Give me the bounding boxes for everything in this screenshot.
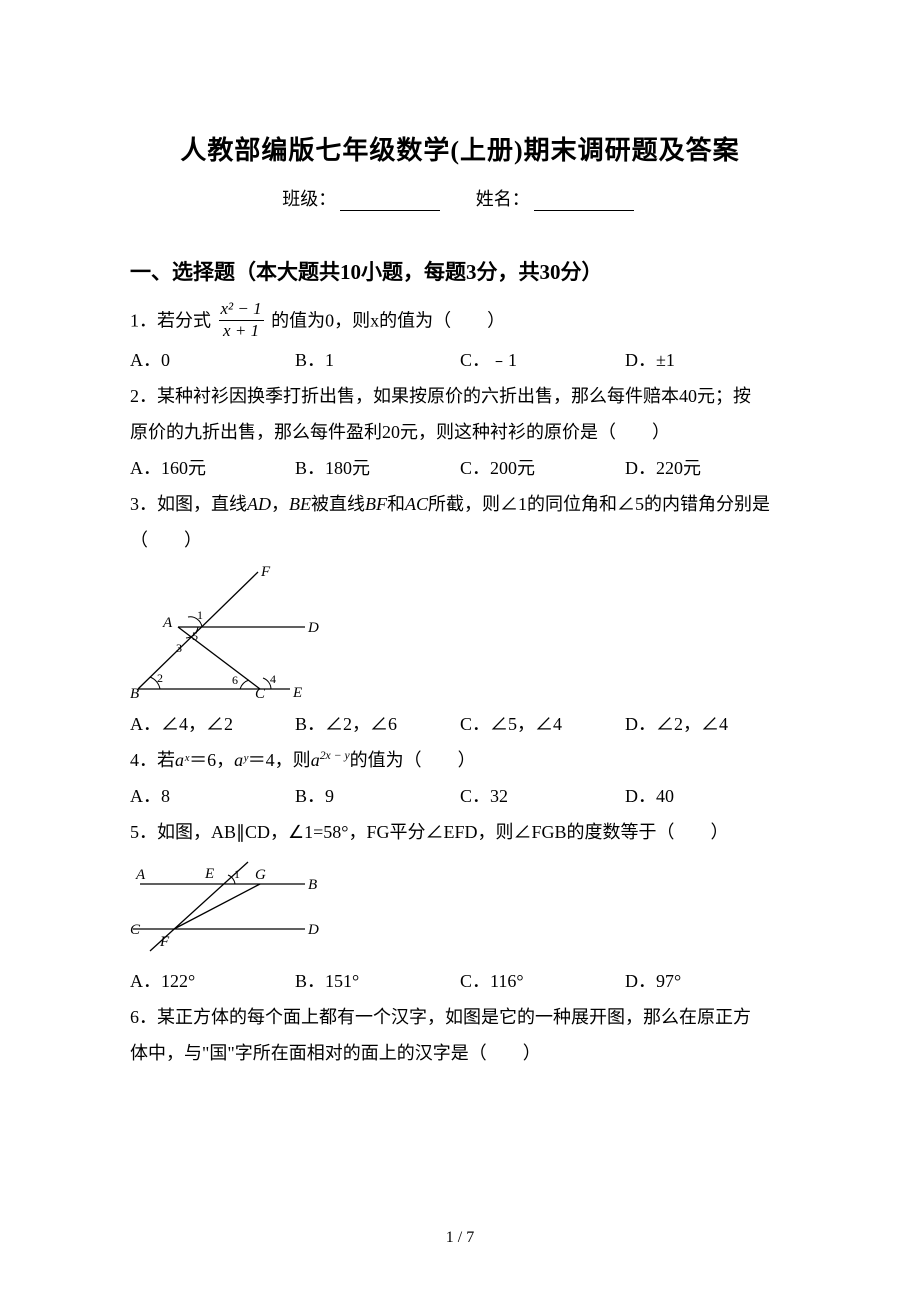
q4-exp: 2x − y — [320, 749, 350, 762]
q5-fig-E: E — [204, 866, 214, 882]
q5-text: 5．如图，AB∥CD，∠1=58°，FG平分∠EFD，则∠FGB的度数等于（ ） — [130, 814, 790, 850]
q4-ax: aˣ — [175, 750, 189, 770]
q5-fig-A: A — [135, 867, 146, 883]
q3-fig-1: 1 — [197, 608, 203, 622]
q5-opt-d: D．97° — [625, 963, 790, 999]
q3-ac: AC — [405, 494, 428, 514]
q1-opt-c: C．﹣1 — [460, 342, 625, 378]
q1-prefix: 1．若分式 — [130, 310, 211, 330]
q3-line2: （ ） — [130, 522, 790, 558]
q1-opt-d: D．±1 — [625, 342, 790, 378]
q3-and: 和 — [387, 494, 405, 514]
q2-opt-b: B．180元 — [295, 450, 460, 486]
q1-fraction: x² − 1 x + 1 — [219, 300, 264, 340]
q3-fig-3: 3 — [176, 641, 182, 655]
class-label: 班级： — [282, 189, 336, 209]
q4-opt-a: A．8 — [130, 778, 295, 814]
q4-opt-d: D．40 — [625, 778, 790, 814]
q3-figure: F A D B C E 1 5 3 2 6 4 — [130, 564, 790, 704]
q3-bf: BF — [365, 494, 387, 514]
q3-fig-C: C — [255, 686, 266, 699]
q2-line2: 原价的九折出售，那么每件盈利20元，则这种衬衫的原价是（ ） — [130, 414, 790, 450]
q3-be: BE — [289, 494, 311, 514]
q3-fig-B: B — [130, 686, 139, 699]
q3-options: A．∠4，∠2 B．∠2，∠6 C．∠5，∠4 D．∠2，∠4 — [130, 706, 790, 742]
name-label: 姓名： — [476, 189, 530, 209]
q5-figure: A B C D E F G 1 — [130, 856, 790, 961]
q3-fig-2: 2 — [157, 671, 163, 685]
q1: 1．若分式 x² − 1 x + 1 的值为0，则x的值为（ ） — [130, 302, 790, 342]
q4: 4．若aˣ＝6，aʸ＝4，则a2x − y的值为（ ） — [130, 742, 790, 778]
q3-opt-a: A．∠4，∠2 — [130, 706, 295, 742]
q5-opt-b: B．151° — [295, 963, 460, 999]
q3-fig-4: 4 — [270, 672, 276, 686]
q2-opt-d: D．220元 — [625, 450, 790, 486]
q5-fig-G: G — [255, 867, 266, 883]
q2-options: A．160元 B．180元 C．200元 D．220元 — [130, 450, 790, 486]
q5-fig-C: C — [130, 922, 141, 938]
q4-options: A．8 B．9 C．32 D．40 — [130, 778, 790, 814]
q5-options: A．122° B．151° C．116° D．97° — [130, 963, 790, 999]
q3-line1: 3．如图，直线AD，BE被直线BF和AC所截，则∠1的同位角和∠5的内错角分别是 — [130, 486, 790, 522]
q3-fig-E: E — [292, 685, 302, 699]
q4-opt-b: B．9 — [295, 778, 460, 814]
q5-fig-B: B — [308, 877, 317, 893]
q2-opt-c: C．200元 — [460, 450, 625, 486]
q3-l1b: 所截，则∠1的同位角和∠5的内错角分别是 — [428, 494, 770, 514]
q5-opt-c: C．116° — [460, 963, 625, 999]
q5-fig-D: D — [307, 922, 319, 938]
q1-options: A．0 B．1 C．﹣1 D．±1 — [130, 342, 790, 378]
q1-suffix: 的值为0，则x的值为（ ） — [271, 310, 505, 330]
q4-prefix: 4．若 — [130, 750, 175, 770]
q3-fig-D: D — [307, 620, 319, 636]
q3-opt-c: C．∠5，∠4 — [460, 706, 625, 742]
section-heading: 一、选择题（本大题共10小题，每题3分，共30分） — [130, 256, 790, 286]
q3-opt-d: D．∠2，∠4 — [625, 706, 790, 742]
q3-c1: ， — [271, 494, 289, 514]
q4-suffix: 的值为（ ） — [350, 750, 476, 770]
q3-opt-b: B．∠2，∠6 — [295, 706, 460, 742]
q6-line2: 体中，与"国"字所在面相对的面上的汉字是（ ） — [130, 1035, 790, 1071]
q4-ay: aʸ — [234, 750, 248, 770]
q6-line1: 6．某正方体的每个面上都有一个汉字，如图是它的一种展开图，那么在原正方 — [130, 999, 790, 1035]
q5-fig-1: 1 — [234, 867, 240, 881]
q3-fig-F: F — [260, 564, 271, 580]
q4-eq2: ＝4，则 — [248, 750, 311, 770]
q4-eq1: ＝6， — [189, 750, 234, 770]
header-line: 班级： 姓名： — [130, 185, 790, 211]
q3-mid: 被直线 — [311, 494, 365, 514]
q3-l1a: 3．如图，直线 — [130, 494, 247, 514]
q3-ad: AD — [247, 494, 271, 514]
q5-opt-a: A．122° — [130, 963, 295, 999]
q1-opt-b: B．1 — [295, 342, 460, 378]
q4-a2xy: a — [311, 750, 320, 770]
name-blank — [534, 192, 634, 211]
class-blank — [340, 192, 440, 211]
q1-denom: x + 1 — [219, 321, 264, 341]
q1-numer: x² − 1 — [219, 300, 264, 321]
q1-opt-a: A．0 — [130, 342, 295, 378]
page-number: 1 / 7 — [0, 1229, 920, 1247]
q3-fig-5: 5 — [192, 629, 198, 643]
q3-fig-A: A — [162, 615, 173, 631]
q5-fig-F: F — [159, 934, 170, 950]
q3-fig-6: 6 — [232, 673, 238, 687]
q4-opt-c: C．32 — [460, 778, 625, 814]
q2-line1: 2．某种衬衫因换季打折出售，如果按原价的六折出售，那么每件赔本40元；按 — [130, 378, 790, 414]
page-title: 人教部编版七年级数学(上册)期末调研题及答案 — [130, 130, 790, 167]
q2-opt-a: A．160元 — [130, 450, 295, 486]
